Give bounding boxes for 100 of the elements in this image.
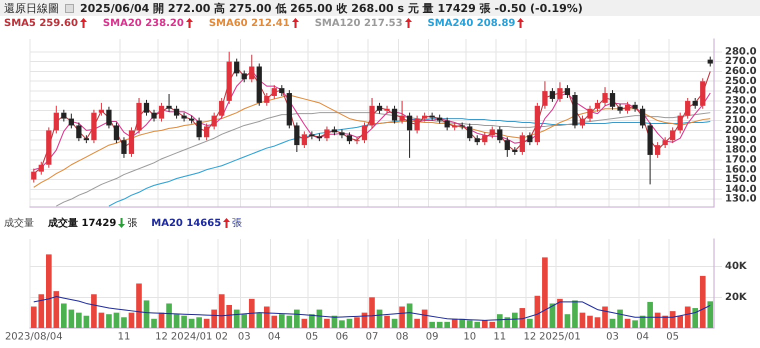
candlestick bbox=[256, 63, 262, 106]
candlestick bbox=[670, 126, 676, 144]
x-tick-label: 05 bbox=[306, 332, 318, 343]
bar bbox=[542, 257, 548, 328]
y-tick-label: 220.0 bbox=[725, 105, 757, 116]
x-tick-label: 03 bbox=[238, 332, 251, 343]
bar bbox=[264, 306, 270, 328]
y-tick-label: 260.0 bbox=[725, 66, 757, 78]
bar bbox=[98, 312, 104, 328]
candlestick bbox=[654, 142, 660, 158]
bar bbox=[452, 318, 458, 328]
candlestick bbox=[406, 112, 412, 158]
bar bbox=[61, 303, 67, 328]
bar bbox=[166, 303, 172, 328]
candlestick bbox=[504, 136, 510, 158]
bar bbox=[512, 312, 518, 328]
candlestick bbox=[685, 97, 690, 120]
candlestick bbox=[437, 114, 442, 124]
candlestick bbox=[332, 126, 338, 136]
y-tick-label: 200.0 bbox=[725, 124, 757, 136]
text: SMA240 208.89 bbox=[428, 18, 516, 28]
candlestick bbox=[68, 113, 74, 129]
bar bbox=[684, 306, 691, 328]
x-tick-label: 12 bbox=[523, 332, 536, 343]
bar bbox=[632, 320, 638, 328]
bar bbox=[677, 316, 683, 328]
candlestick bbox=[512, 146, 518, 156]
candlestick bbox=[422, 112, 428, 122]
bar bbox=[496, 314, 503, 328]
candlestick bbox=[399, 100, 405, 124]
candlestick bbox=[550, 88, 556, 102]
y-tick-label: 20K bbox=[725, 292, 748, 303]
candlestick bbox=[414, 115, 420, 134]
candlestick bbox=[587, 105, 593, 122]
bar bbox=[91, 294, 97, 328]
bar bbox=[654, 312, 660, 328]
candlestick bbox=[234, 58, 240, 77]
bar bbox=[30, 306, 37, 328]
bar bbox=[76, 312, 82, 328]
candlestick bbox=[309, 130, 314, 140]
bar bbox=[572, 300, 578, 328]
candlestick bbox=[354, 136, 360, 145]
candlestick bbox=[594, 99, 600, 112]
candlestick bbox=[557, 82, 563, 102]
candlestick bbox=[286, 90, 292, 129]
candlestick bbox=[490, 126, 495, 139]
chart-subtitle: 2025/06/04 開 272.00 高 275.00 低 265.00 收 268.00 s 元 量 17429 張 -0.50 (-0.19%) bbox=[80, 0, 583, 16]
bar bbox=[534, 296, 540, 328]
bar bbox=[218, 294, 224, 328]
bar bbox=[489, 322, 496, 328]
bar bbox=[376, 310, 382, 328]
bar bbox=[692, 308, 698, 328]
bar bbox=[527, 318, 533, 328]
bar bbox=[557, 298, 563, 328]
candlestick bbox=[151, 109, 157, 122]
bar bbox=[332, 316, 338, 328]
candlestick bbox=[158, 102, 164, 122]
y-tick-label: 140.0 bbox=[725, 184, 757, 195]
bar bbox=[399, 306, 405, 328]
x-tick-label: 2024/01 bbox=[170, 332, 212, 343]
candlestick bbox=[580, 115, 586, 129]
candlestick bbox=[54, 105, 59, 134]
y-tick-label: 130.0 bbox=[725, 194, 757, 205]
y-tick-label: 160.0 bbox=[725, 164, 757, 176]
bar bbox=[226, 304, 232, 328]
x-tick-label: 07 bbox=[366, 332, 378, 343]
text: SMA60 212.41 bbox=[208, 18, 290, 28]
x-tick-label: 2023/08/04 bbox=[4, 332, 63, 343]
candlestick bbox=[610, 90, 616, 110]
candlestick bbox=[708, 56, 713, 68]
candlestick bbox=[527, 132, 532, 146]
chart-title: 成交量 bbox=[4, 216, 34, 230]
candlestick bbox=[692, 97, 698, 110]
candlestick bbox=[166, 94, 172, 112]
bar bbox=[294, 310, 300, 328]
x-tick-label: 04 bbox=[268, 332, 281, 343]
bar bbox=[316, 310, 322, 328]
candlestick bbox=[678, 112, 683, 134]
candlestick bbox=[572, 92, 578, 129]
bar bbox=[158, 312, 164, 328]
x-tick-label: 05 bbox=[666, 332, 680, 343]
x-tick-label: 09 bbox=[426, 332, 438, 343]
bar bbox=[53, 291, 60, 328]
candlestick bbox=[474, 134, 480, 146]
y-tick-label: 40K bbox=[725, 261, 748, 272]
candlestick bbox=[46, 126, 52, 168]
bar bbox=[181, 316, 187, 328]
bar bbox=[256, 312, 262, 328]
candlestick bbox=[76, 122, 82, 142]
candlestick bbox=[136, 97, 142, 134]
x-tick-label: 11 bbox=[118, 332, 130, 343]
candlestick bbox=[369, 97, 375, 129]
text: SMA20 238.20 bbox=[102, 18, 184, 28]
candlestick bbox=[302, 130, 307, 149]
candlestick bbox=[542, 80, 548, 110]
x-tick-label: 11 bbox=[493, 332, 506, 343]
candlestick bbox=[482, 132, 488, 146]
y-tick-label: 270.0 bbox=[725, 56, 757, 68]
bar bbox=[278, 314, 285, 328]
candlestick bbox=[31, 168, 36, 183]
